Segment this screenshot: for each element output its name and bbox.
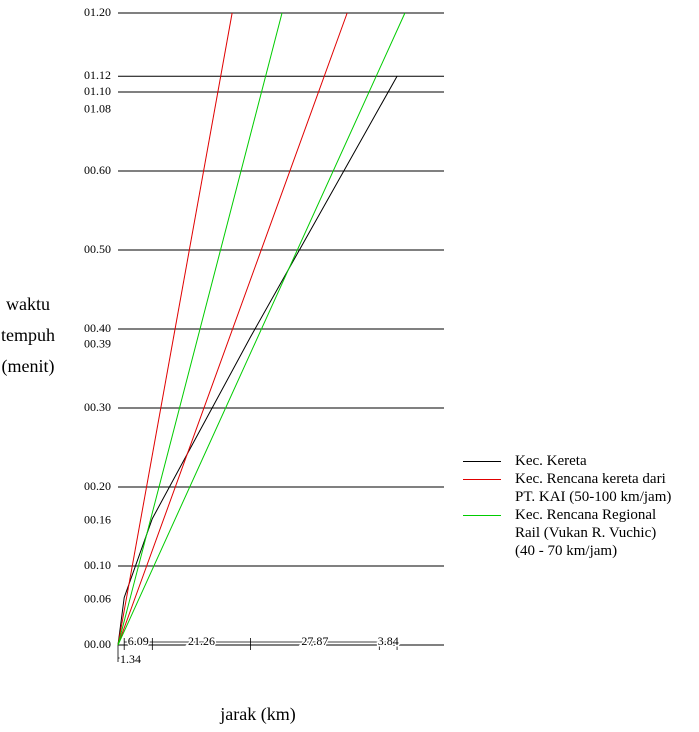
y-tick-label: 00.20	[84, 479, 111, 493]
y-tick-label: 00.39	[84, 337, 111, 351]
series-line	[117, 12, 283, 646]
legend-label: Kec. Kereta	[515, 453, 587, 469]
segment-label: 6.09	[128, 634, 149, 648]
y-tick-label: 01.12	[84, 68, 111, 82]
series-line	[117, 12, 406, 646]
y-label: (menit)	[2, 356, 55, 377]
legend-swatch	[463, 515, 501, 516]
y-tick-label: 00.50	[84, 242, 111, 256]
x-label: jarak (km)	[219, 704, 295, 725]
y-tick-label: 01.08	[84, 102, 111, 116]
series-line	[117, 75, 398, 646]
y-tick-label: 00.10	[84, 558, 111, 572]
y-tick-label: 00.00	[84, 637, 111, 651]
y-label: waktu	[6, 294, 50, 314]
y-tick-label: 00.40	[84, 321, 111, 335]
segment-label: 1.34	[120, 652, 141, 666]
y-tick-label: 00.06	[84, 591, 111, 605]
segment-label: 21.26	[188, 634, 215, 648]
legend-label: Kec. Rencana kereta dari PT. KAI (50-100…	[515, 471, 672, 505]
legend: Kec. Kereta Kec. Rencana kereta dari PT. …	[463, 452, 693, 560]
legend-item: Kec. Rencana Regional Rail (Vukan R. Vuc…	[463, 506, 693, 560]
y-tick-label: 00.60	[84, 163, 111, 177]
y-label: tempuh	[1, 325, 55, 345]
y-tick-label: 01.20	[84, 5, 111, 19]
legend-item: Kec. Rencana kereta dari PT. KAI (50-100…	[463, 470, 693, 506]
segment-label: 3.84	[378, 634, 399, 648]
y-tick-label: 01.10	[84, 84, 111, 98]
series-line	[117, 12, 348, 646]
legend-label: Kec. Rencana Regional Rail (Vukan R. Vuc…	[515, 507, 657, 559]
series-line	[117, 12, 233, 646]
legend-item: Kec. Kereta	[463, 452, 693, 470]
legend-swatch	[463, 479, 501, 480]
y-tick-label: 00.30	[84, 400, 111, 414]
y-tick-label: 00.16	[84, 512, 111, 526]
segment-label: 27.87	[301, 634, 328, 648]
legend-swatch	[463, 461, 501, 462]
